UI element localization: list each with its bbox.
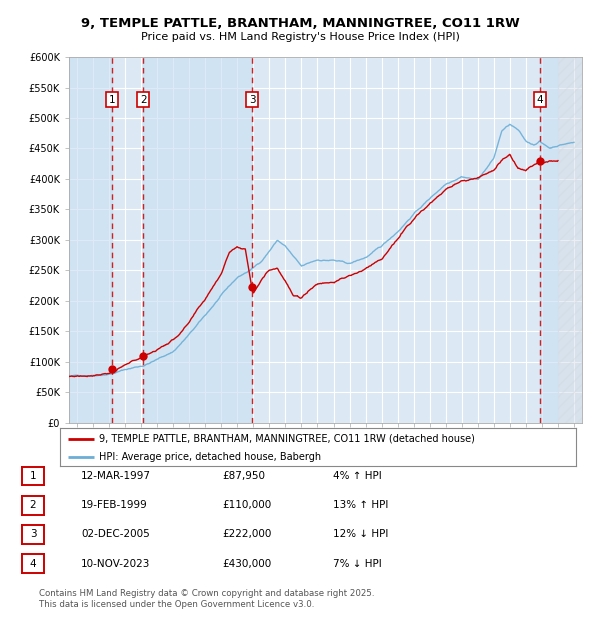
Text: 3: 3 — [29, 529, 37, 539]
Text: Contains HM Land Registry data © Crown copyright and database right 2025.
This d: Contains HM Land Registry data © Crown c… — [39, 590, 374, 609]
Text: 19-FEB-1999: 19-FEB-1999 — [81, 500, 148, 510]
Text: 7% ↓ HPI: 7% ↓ HPI — [333, 559, 382, 569]
Text: 4: 4 — [536, 95, 543, 105]
Bar — [143, 57, 252, 423]
Bar — [69, 57, 112, 423]
Text: 12% ↓ HPI: 12% ↓ HPI — [333, 529, 388, 539]
Text: 4% ↑ HPI: 4% ↑ HPI — [333, 471, 382, 481]
Text: 13% ↑ HPI: 13% ↑ HPI — [333, 500, 388, 510]
Bar — [539, 57, 558, 423]
Text: 9, TEMPLE PATTLE, BRANTHAM, MANNINGTREE, CO11 1RW (detached house): 9, TEMPLE PATTLE, BRANTHAM, MANNINGTREE,… — [98, 433, 475, 443]
Text: 4: 4 — [29, 559, 37, 569]
Text: 12-MAR-1997: 12-MAR-1997 — [81, 471, 151, 481]
Text: 2: 2 — [140, 95, 146, 105]
Text: HPI: Average price, detached house, Babergh: HPI: Average price, detached house, Babe… — [98, 451, 321, 462]
Text: £222,000: £222,000 — [222, 529, 271, 539]
Text: 1: 1 — [29, 471, 37, 481]
Text: 1: 1 — [109, 95, 115, 105]
Text: Price paid vs. HM Land Registry's House Price Index (HPI): Price paid vs. HM Land Registry's House … — [140, 32, 460, 42]
Text: 9, TEMPLE PATTLE, BRANTHAM, MANNINGTREE, CO11 1RW: 9, TEMPLE PATTLE, BRANTHAM, MANNINGTREE,… — [80, 17, 520, 30]
Text: 2: 2 — [29, 500, 37, 510]
Text: 10-NOV-2023: 10-NOV-2023 — [81, 559, 151, 569]
Text: £430,000: £430,000 — [222, 559, 271, 569]
Bar — [558, 57, 582, 423]
Text: 02-DEC-2005: 02-DEC-2005 — [81, 529, 150, 539]
Text: £110,000: £110,000 — [222, 500, 271, 510]
Text: 3: 3 — [249, 95, 256, 105]
Text: £87,950: £87,950 — [222, 471, 265, 481]
